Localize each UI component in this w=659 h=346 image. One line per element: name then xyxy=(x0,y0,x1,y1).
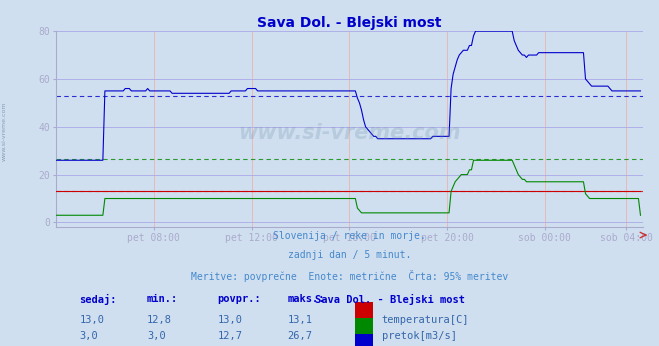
Text: 12,8: 12,8 xyxy=(147,315,172,325)
Text: min.:: min.: xyxy=(147,294,178,304)
FancyBboxPatch shape xyxy=(355,302,373,319)
Text: 13,0: 13,0 xyxy=(217,315,243,325)
Text: povpr.:: povpr.: xyxy=(217,294,261,304)
Text: 3,0: 3,0 xyxy=(147,331,165,341)
Title: Sava Dol. - Blejski most: Sava Dol. - Blejski most xyxy=(257,16,442,30)
Text: 12,7: 12,7 xyxy=(217,331,243,341)
Text: Slovenija / reke in morje.: Slovenija / reke in morje. xyxy=(273,231,426,241)
Text: 3,0: 3,0 xyxy=(80,331,98,341)
FancyBboxPatch shape xyxy=(355,335,373,346)
Text: Meritve: povprečne  Enote: metrične  Črta: 95% meritev: Meritve: povprečne Enote: metrične Črta:… xyxy=(190,270,508,282)
Text: 13,0: 13,0 xyxy=(80,315,105,325)
Text: Sava Dol. - Blejski most: Sava Dol. - Blejski most xyxy=(315,294,465,305)
FancyBboxPatch shape xyxy=(355,318,373,336)
Text: zadnji dan / 5 minut.: zadnji dan / 5 minut. xyxy=(287,250,411,260)
Text: temperatura[C]: temperatura[C] xyxy=(382,315,469,325)
Text: sedaj:: sedaj: xyxy=(80,294,117,305)
Text: 26,7: 26,7 xyxy=(288,331,312,341)
Text: www.si-vreme.com: www.si-vreme.com xyxy=(2,102,7,161)
Text: 13,1: 13,1 xyxy=(288,315,312,325)
Text: www.si-vreme.com: www.si-vreme.com xyxy=(238,123,461,143)
Text: maks.:: maks.: xyxy=(288,294,325,304)
Text: pretok[m3/s]: pretok[m3/s] xyxy=(382,331,457,341)
